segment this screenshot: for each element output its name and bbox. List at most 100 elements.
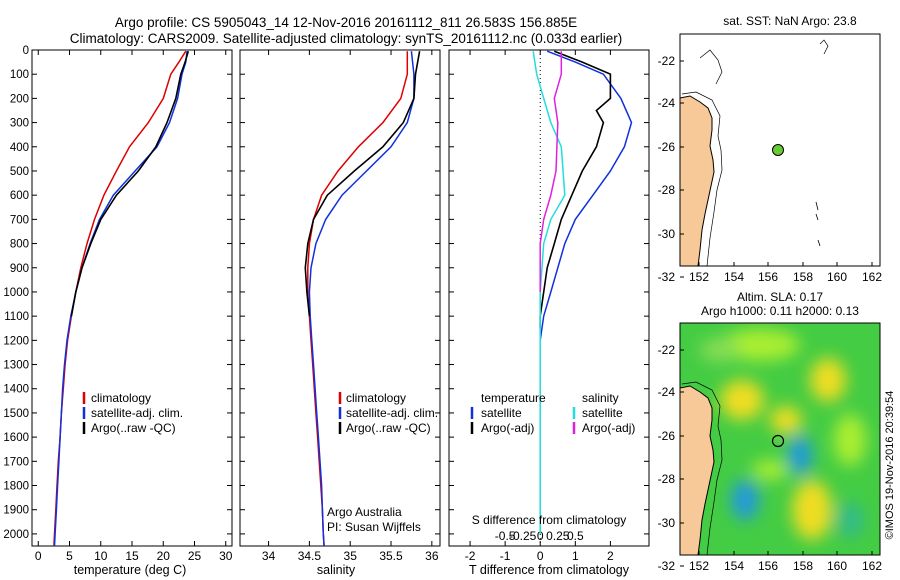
map-x-tick-label: 154 <box>724 559 744 573</box>
map-y-tick-label: -24 <box>658 96 676 110</box>
argo-float-marker <box>772 144 784 156</box>
y-tick-label: 200 <box>10 93 29 105</box>
x-tick-label: 25 <box>188 549 202 563</box>
map-y-tick-label: -24 <box>658 385 676 399</box>
sla-field <box>700 329 866 540</box>
map-y-tick-label: -32 <box>658 270 676 284</box>
y-tick-label: 1400 <box>3 384 29 396</box>
map-bottom-subtitle: Argo h1000: 0.11 h2000: 0.13 <box>701 304 859 318</box>
y-tick-label: 600 <box>10 190 29 202</box>
salinity-plot-frame <box>239 49 441 547</box>
map-bottom-title: Altim. SLA: 0.17 <box>737 290 823 304</box>
y-tick-label: 1700 <box>3 456 29 468</box>
s-tick-label: -0.5 <box>495 529 516 543</box>
shelf-contour <box>681 91 723 266</box>
legend-title-salinity: salinity <box>582 391 619 405</box>
legend-label: satellite-adj. clim. <box>91 406 183 420</box>
series-line <box>539 50 612 329</box>
map-y-tick-label: -22 <box>658 343 676 357</box>
map-y-tick-label: -28 <box>658 183 676 197</box>
island-contour <box>819 39 829 55</box>
legend-label: Argo(-adj) <box>582 421 635 435</box>
x-tick-label: 1 <box>572 549 579 563</box>
map-y-tick-label: -28 <box>658 472 676 486</box>
shelf-contour <box>681 381 723 555</box>
x-tick-label: 36 <box>425 549 439 563</box>
x-tick-label: 2 <box>607 549 614 563</box>
australia-land <box>680 95 715 266</box>
legend-title-temperature: temperature <box>481 391 546 405</box>
legend-label: satellite <box>582 406 623 420</box>
annotation-pi: PI: Susan Wijffels <box>327 520 421 534</box>
sst-map-frame <box>679 33 881 267</box>
y-tick-label: 500 <box>10 166 29 178</box>
x-tick-label: 20 <box>157 549 171 563</box>
legend-label: Argo(..raw -QC) <box>346 421 431 435</box>
y-tick-label: 100 <box>10 69 29 81</box>
x-tick-label: 34 <box>262 549 276 563</box>
shelf-contour <box>699 49 723 85</box>
y-tick-label: 1000 <box>3 287 29 299</box>
map-x-tick-label: 160 <box>827 270 847 284</box>
salinity-xlabel: salinity <box>317 563 356 577</box>
map-y-tick-label: -32 <box>658 559 676 573</box>
x-tick-label: -2 <box>465 549 476 563</box>
s-tick-label: 0.25 <box>546 529 570 543</box>
map-x-tick-label: 158 <box>793 559 813 573</box>
x-tick-label: 0 <box>537 549 544 563</box>
series-line <box>532 51 566 534</box>
temperature-legend: climatology satellite-adj. clim. Argo(..… <box>82 391 183 435</box>
y-tick-label: 1600 <box>3 432 29 444</box>
legend-label: Argo(..raw -QC) <box>91 421 176 435</box>
x-tick-label: 10 <box>94 549 108 563</box>
temperature-plot: 0 5 10 15 20 25 30 <box>32 49 233 563</box>
sst-map-axes: 152 154 156 158 160 162 -22 -24 -26 -28 -30 -32 <box>658 54 883 284</box>
y-tick-label: 300 <box>10 118 29 130</box>
map-y-tick-label: -26 <box>658 140 676 154</box>
x-tick-label: 0 <box>35 549 42 563</box>
map-top-title: sat. SST: NaN Argo: 23.8 <box>723 14 857 28</box>
y-tick-label: 800 <box>10 239 29 251</box>
map-x-tick-label: 158 <box>793 270 813 284</box>
salinity-plot: 34 34.5 35 35.5 36 <box>240 49 440 563</box>
difference-legend: temperature satellite Argo(-adj) salinit… <box>470 391 635 435</box>
map-x-tick-label: 154 <box>724 270 744 284</box>
sst-map <box>680 34 880 266</box>
sla-map-axes: 152 154 156 158 160 162 -22 -24 -26 -28 -30 -32 <box>658 343 883 573</box>
temperature-xlabel: temperature (deg C) <box>74 563 187 577</box>
legend-label: climatology <box>346 391 406 405</box>
salinity-legend: climatology satellite-adj. clim. Argo(..… <box>327 391 438 534</box>
x-tick-label: 15 <box>125 549 139 563</box>
map-y-tick-label: -26 <box>658 429 676 443</box>
series-line <box>308 51 415 546</box>
map-y-tick-label: -22 <box>658 54 676 68</box>
y-tick-label: 1900 <box>3 505 29 517</box>
difference-plot: -2 -1 0 1 2 -0.5-0.25 0 0.250.5 <box>449 49 649 563</box>
map-x-tick-label: 160 <box>827 559 847 573</box>
series-line <box>304 51 421 317</box>
s-tick-label: -0.25 <box>509 529 537 543</box>
s-tick-label: 0.5 <box>567 529 584 543</box>
y-tick-label: 1500 <box>3 408 29 420</box>
island-contour <box>815 201 821 247</box>
map-x-tick-label: 156 <box>758 559 778 573</box>
series-line <box>539 50 633 341</box>
y-tick-label: 2000 <box>3 529 29 541</box>
figure-subtitle: Climatology: CARS2009. Satellite-adjuste… <box>70 31 623 46</box>
y-tick-label: 1800 <box>3 481 29 493</box>
y-tick-label: 1300 <box>3 360 29 372</box>
series-line <box>70 50 190 317</box>
legend-label: Argo(-adj) <box>481 421 534 435</box>
australia-land <box>680 385 715 555</box>
y-tick-label: 400 <box>10 142 29 154</box>
map-y-tick-label: -30 <box>658 227 676 241</box>
map-x-tick-label: 162 <box>862 559 882 573</box>
map-x-tick-label: 156 <box>758 270 778 284</box>
sla-map-frame <box>679 322 881 556</box>
x-tick-label: -1 <box>500 549 511 563</box>
credit-text: ©IMOS 19-Nov-2016 20:39:54 <box>884 391 896 540</box>
y-tick-label: 0 <box>23 45 29 57</box>
x-tick-label: 35 <box>344 549 358 563</box>
map-y-tick-label: -30 <box>658 516 676 530</box>
